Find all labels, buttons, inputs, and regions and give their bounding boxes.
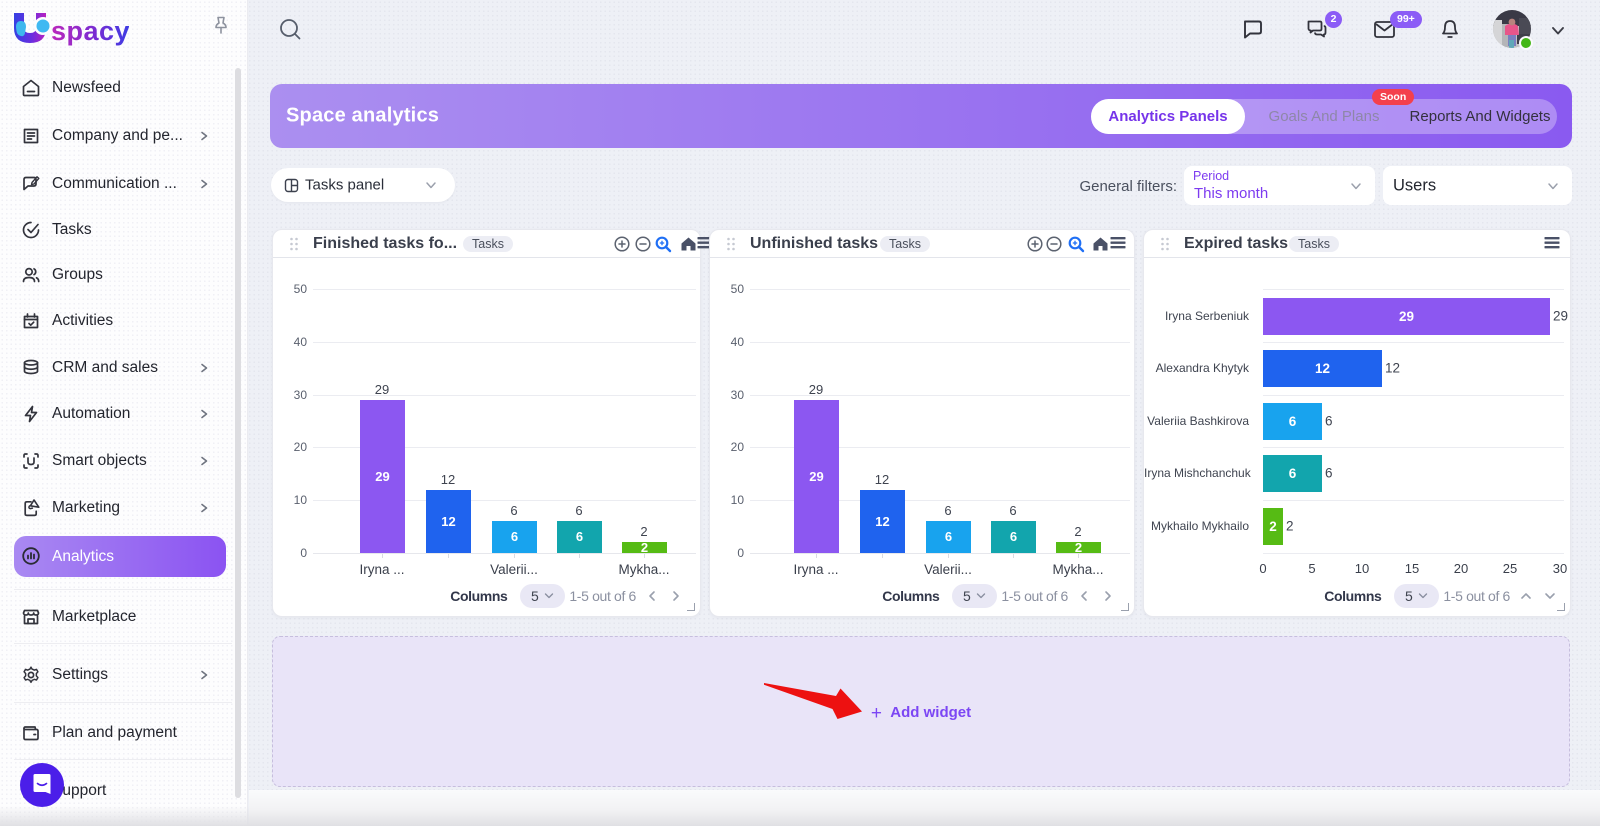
svg-text:spacy: spacy — [51, 16, 129, 46]
